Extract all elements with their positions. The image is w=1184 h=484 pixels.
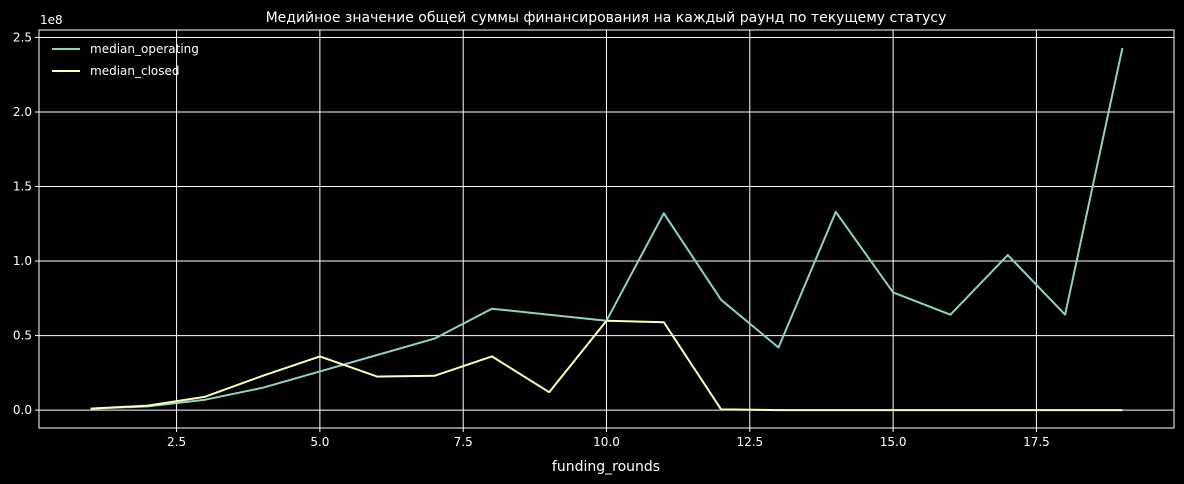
legend-entry: median_operating [90, 42, 199, 56]
x-axis-label: funding_rounds [552, 459, 660, 475]
y-tick-label: 1.5 [13, 180, 32, 194]
legend: median_operating median_closed [52, 42, 199, 78]
y-tick-label: 1.0 [13, 254, 32, 268]
y-tick-label: 0.5 [13, 329, 32, 343]
y-tick-label: 2.5 [13, 30, 32, 44]
y-exponent-label: 1e8 [40, 13, 63, 27]
x-tick-label: 5.0 [310, 435, 329, 449]
y-tick-label: 0.0 [13, 403, 32, 417]
series-group [90, 47, 1124, 412]
x-tick-label: 12.5 [736, 435, 763, 449]
grid-lines [39, 30, 1174, 428]
x-axis-ticks: 2.5 5.0 7.5 10.0 12.5 15.0 17.5 [167, 428, 1050, 449]
x-tick-label: 2.5 [167, 435, 186, 449]
chart-title: Медийное значение общей суммы финансиров… [266, 10, 947, 26]
y-axis-ticks: 0.0 0.5 1.0 1.5 2.0 2.5 [13, 30, 39, 417]
x-tick-label: 17.5 [1023, 435, 1050, 449]
x-tick-label: 7.5 [454, 435, 473, 449]
y-tick-label: 2.0 [13, 105, 32, 119]
legend-entry: median_closed [90, 64, 180, 78]
x-tick-label: 10.0 [593, 435, 620, 449]
series-line-median-closed [90, 319, 1123, 412]
x-tick-label: 15.0 [880, 435, 907, 449]
